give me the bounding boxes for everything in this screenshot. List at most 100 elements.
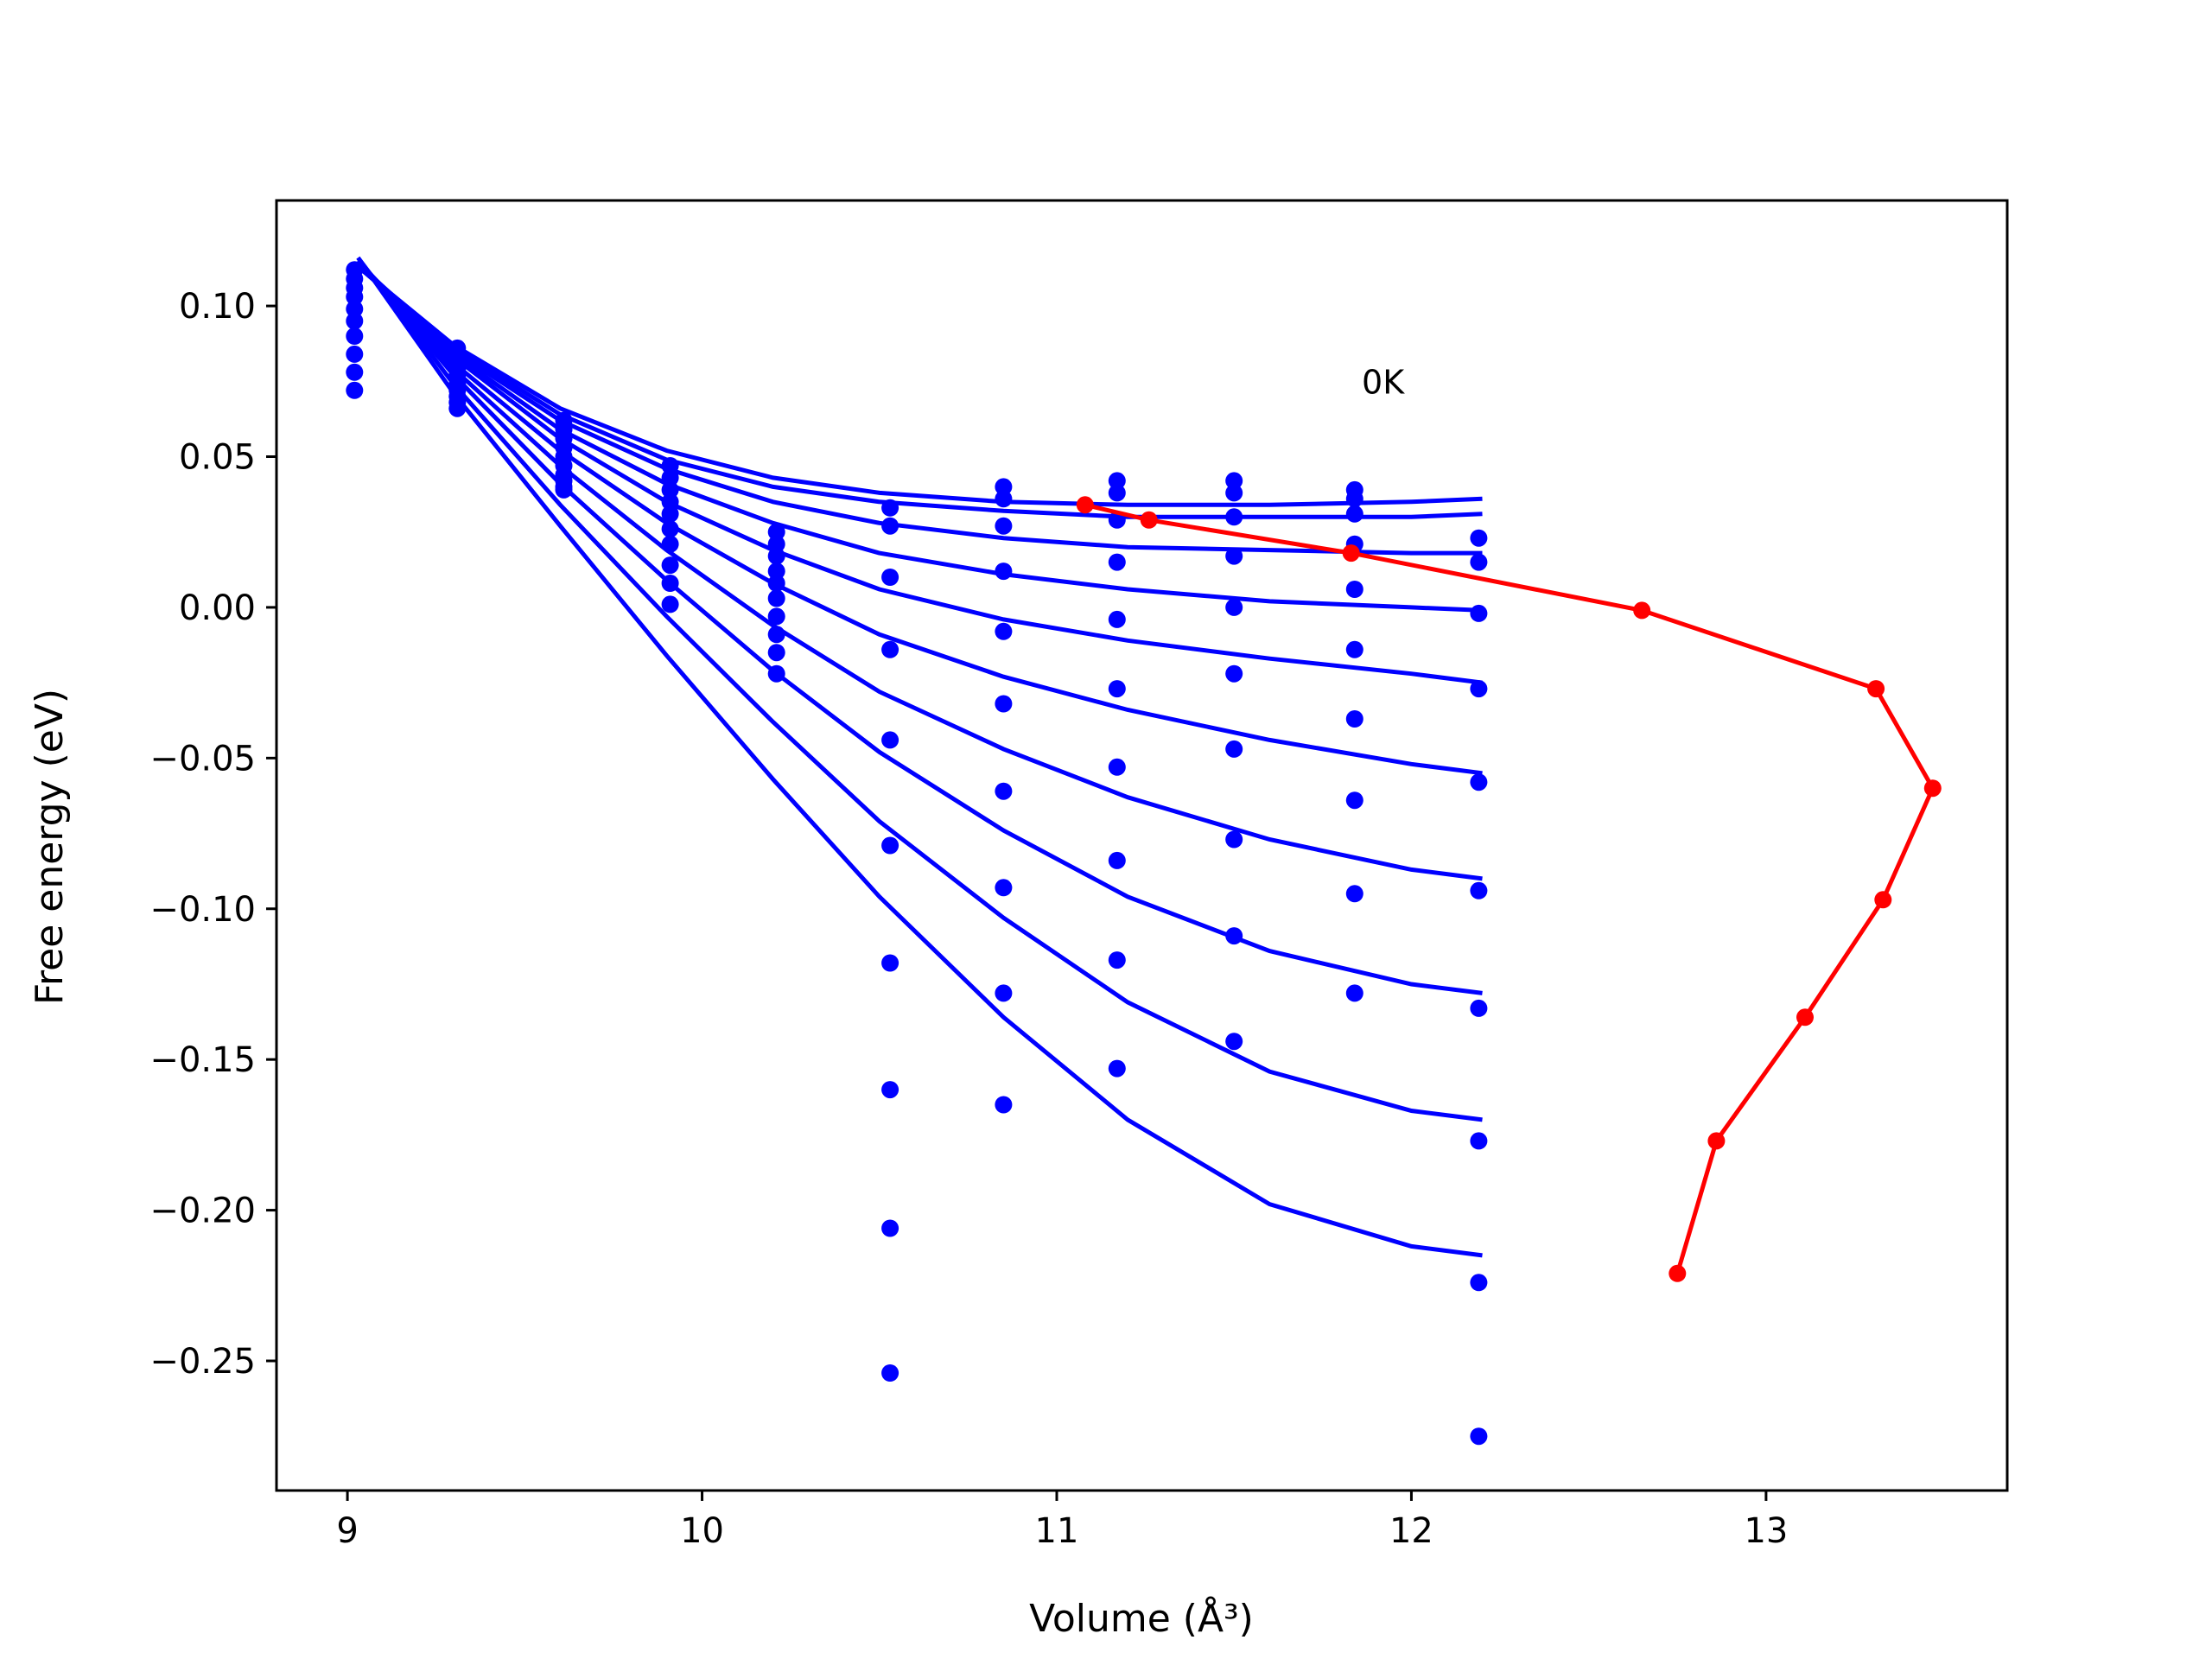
minimum-path-point <box>1796 1008 1814 1027</box>
x-tick-label: 9 <box>336 1511 358 1551</box>
data-point <box>1470 529 1488 547</box>
x-tick-label: 11 <box>1035 1511 1079 1551</box>
plot-frame <box>275 199 2009 1492</box>
minimum-path-point <box>1342 544 1360 563</box>
minimum-path-point <box>1867 680 1885 698</box>
minimum-path-point <box>1669 1264 1687 1282</box>
data-point <box>1225 484 1243 502</box>
data-points <box>346 261 1488 1446</box>
x-tick-label: 10 <box>680 1511 724 1551</box>
data-point <box>661 480 679 499</box>
data-point <box>1225 1033 1243 1051</box>
minimum-path-point <box>1874 891 1892 909</box>
data-point <box>995 622 1013 640</box>
y-tick-label: 0.00 <box>179 588 256 628</box>
data-point <box>346 363 364 381</box>
y-tick-label: −0.25 <box>149 1342 256 1382</box>
data-point <box>1470 604 1488 622</box>
data-point <box>767 547 785 565</box>
data-point <box>767 535 785 553</box>
data-point <box>767 589 785 607</box>
minimum-path <box>1076 496 1942 1282</box>
data-point <box>1345 791 1363 810</box>
y-axis: 0.10 0.05 0.00 −0.05 −0.10 −0.15 −0.20 −0.25 <box>149 287 276 1382</box>
data-point <box>767 626 785 644</box>
fit-curve-4 <box>356 262 1483 613</box>
data-point <box>661 493 679 511</box>
fit-curve-6 <box>356 259 1483 776</box>
fit-curve-5 <box>356 262 1483 685</box>
minimum-path-point <box>1076 496 1094 514</box>
data-point <box>767 523 785 541</box>
data-point <box>555 480 573 499</box>
data-point <box>767 563 785 581</box>
data-point <box>995 517 1013 535</box>
y-tick-label: 0.10 <box>179 287 256 327</box>
minimum-path-point <box>1633 601 1651 620</box>
data-point <box>1225 664 1243 683</box>
data-point <box>1345 984 1363 1002</box>
data-point <box>881 569 899 586</box>
data-point <box>1345 581 1363 598</box>
data-point <box>1470 553 1488 571</box>
data-point <box>346 312 364 330</box>
fit-curves <box>356 256 1483 1258</box>
y-tick-label: −0.15 <box>149 1040 256 1080</box>
fit-curve-2 <box>356 264 1483 519</box>
data-point <box>881 1081 899 1099</box>
annotation-0k: 0K <box>1362 363 1405 401</box>
data-point <box>661 468 679 486</box>
data-point <box>881 517 899 535</box>
data-point <box>1225 547 1243 565</box>
data-point <box>1345 640 1363 658</box>
data-point <box>881 954 899 972</box>
data-point <box>661 535 679 553</box>
data-point <box>346 327 364 345</box>
data-point <box>1470 1427 1488 1446</box>
minimum-path-point <box>1707 1132 1726 1150</box>
minimum-path-point <box>1923 779 1942 798</box>
x-tick-label: 13 <box>1744 1511 1788 1551</box>
data-point <box>1470 773 1488 791</box>
data-point <box>881 1364 899 1382</box>
data-point <box>881 836 899 855</box>
x-axis-label: Volume (Å³) <box>1029 1595 1254 1641</box>
data-point <box>767 664 785 683</box>
y-axis-label: Free energy (eV) <box>28 689 72 1005</box>
y-tick-label: 0.05 <box>179 438 256 478</box>
data-point <box>767 575 785 592</box>
y-tick-label: −0.20 <box>149 1192 256 1231</box>
data-point <box>1345 505 1363 523</box>
data-point <box>1470 680 1488 698</box>
data-point <box>881 731 899 749</box>
minimum-path-line <box>1084 502 1936 1274</box>
data-point <box>1108 851 1126 869</box>
fit-curve-1 <box>356 264 1483 507</box>
data-point <box>1470 999 1488 1017</box>
data-point <box>1225 598 1243 616</box>
data-point <box>767 644 785 662</box>
data-point <box>1225 740 1243 758</box>
fit-curve-7 <box>356 259 1483 881</box>
fit-curve-10 <box>356 256 1483 1258</box>
data-point <box>346 288 364 306</box>
data-point <box>1108 951 1126 969</box>
data-point <box>1108 758 1126 776</box>
data-point <box>881 499 899 517</box>
data-point <box>995 563 1013 581</box>
data-point <box>1345 710 1363 728</box>
data-point <box>346 300 364 318</box>
data-point <box>1345 490 1363 508</box>
data-point <box>995 490 1013 508</box>
minimum-path-point <box>1140 511 1158 529</box>
data-point <box>1225 472 1243 490</box>
data-point <box>995 478 1013 496</box>
data-point <box>995 695 1013 713</box>
data-point <box>1225 508 1243 526</box>
data-point <box>661 556 679 575</box>
data-point <box>995 879 1013 897</box>
y-tick-label: −0.10 <box>149 890 256 930</box>
data-point <box>346 345 364 363</box>
data-point <box>1345 885 1363 903</box>
